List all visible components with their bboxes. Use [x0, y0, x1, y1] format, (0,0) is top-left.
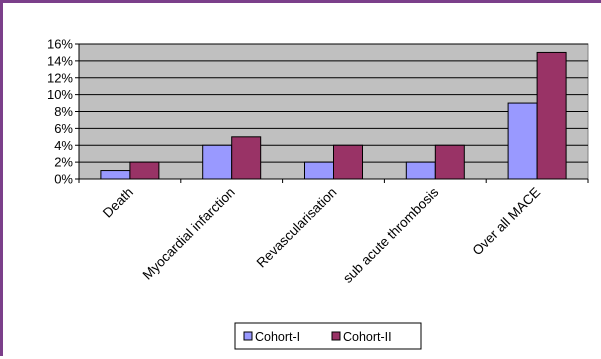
- x-category-label: Over all MACE: [469, 185, 543, 259]
- bar-cohort-ii: [434, 144, 465, 180]
- bar-cohort-ii: [231, 136, 262, 180]
- y-tick-labels: 0% 2% 4% 6% 8% 10% 12% 14%16%: [47, 37, 73, 187]
- y-tick-label: 12%: [47, 70, 73, 85]
- bar-cohort-ii: [333, 144, 363, 180]
- y-tick-label: 8%: [54, 104, 73, 119]
- legend-swatch-cohort-i: [243, 331, 253, 341]
- bar-cohort-i: [100, 170, 131, 180]
- bar-cohort-ii: [129, 161, 160, 180]
- y-tick-label: 16%: [47, 37, 73, 52]
- legend-label-cohort-i: Cohort-I: [255, 330, 300, 344]
- legend-label-cohort-ii: Cohort-II: [343, 330, 392, 344]
- bar-cohort-i: [507, 102, 538, 180]
- bar-cohort-i: [304, 161, 334, 180]
- y-tick-label: 6%: [54, 121, 73, 136]
- axes: [78, 44, 589, 183]
- y-tick-label: 2%: [54, 155, 73, 170]
- gridlines: [75, 43, 588, 180]
- y-tick-label: 10%: [47, 87, 73, 102]
- x-category-label: Myocardial infarction: [140, 185, 238, 283]
- x-category-labels: Death Myocardial infarction Revascularisat…: [100, 184, 543, 286]
- bar-chart: 0% 2% 4% 6% 8% 10% 12% 14%16% Death Myocardial i…: [47, 37, 589, 350]
- legend: Cohort-I Cohort-II: [234, 322, 422, 350]
- legend-swatch-cohort-ii: [331, 331, 341, 341]
- legend-box: [234, 322, 422, 350]
- y-tick-label: 0%: [54, 172, 73, 187]
- bar-cohort-i: [405, 161, 436, 180]
- x-category-label: sub acute thrombosis: [340, 184, 442, 286]
- x-category-label: Death: [100, 185, 136, 221]
- bar-cohort-ii: [536, 51, 567, 180]
- y-tick-label: 4%: [54, 138, 73, 153]
- bar-cohort-i: [202, 144, 233, 180]
- x-category-label: Revascularisation: [254, 185, 340, 271]
- y-tick-label: 14%: [47, 53, 73, 68]
